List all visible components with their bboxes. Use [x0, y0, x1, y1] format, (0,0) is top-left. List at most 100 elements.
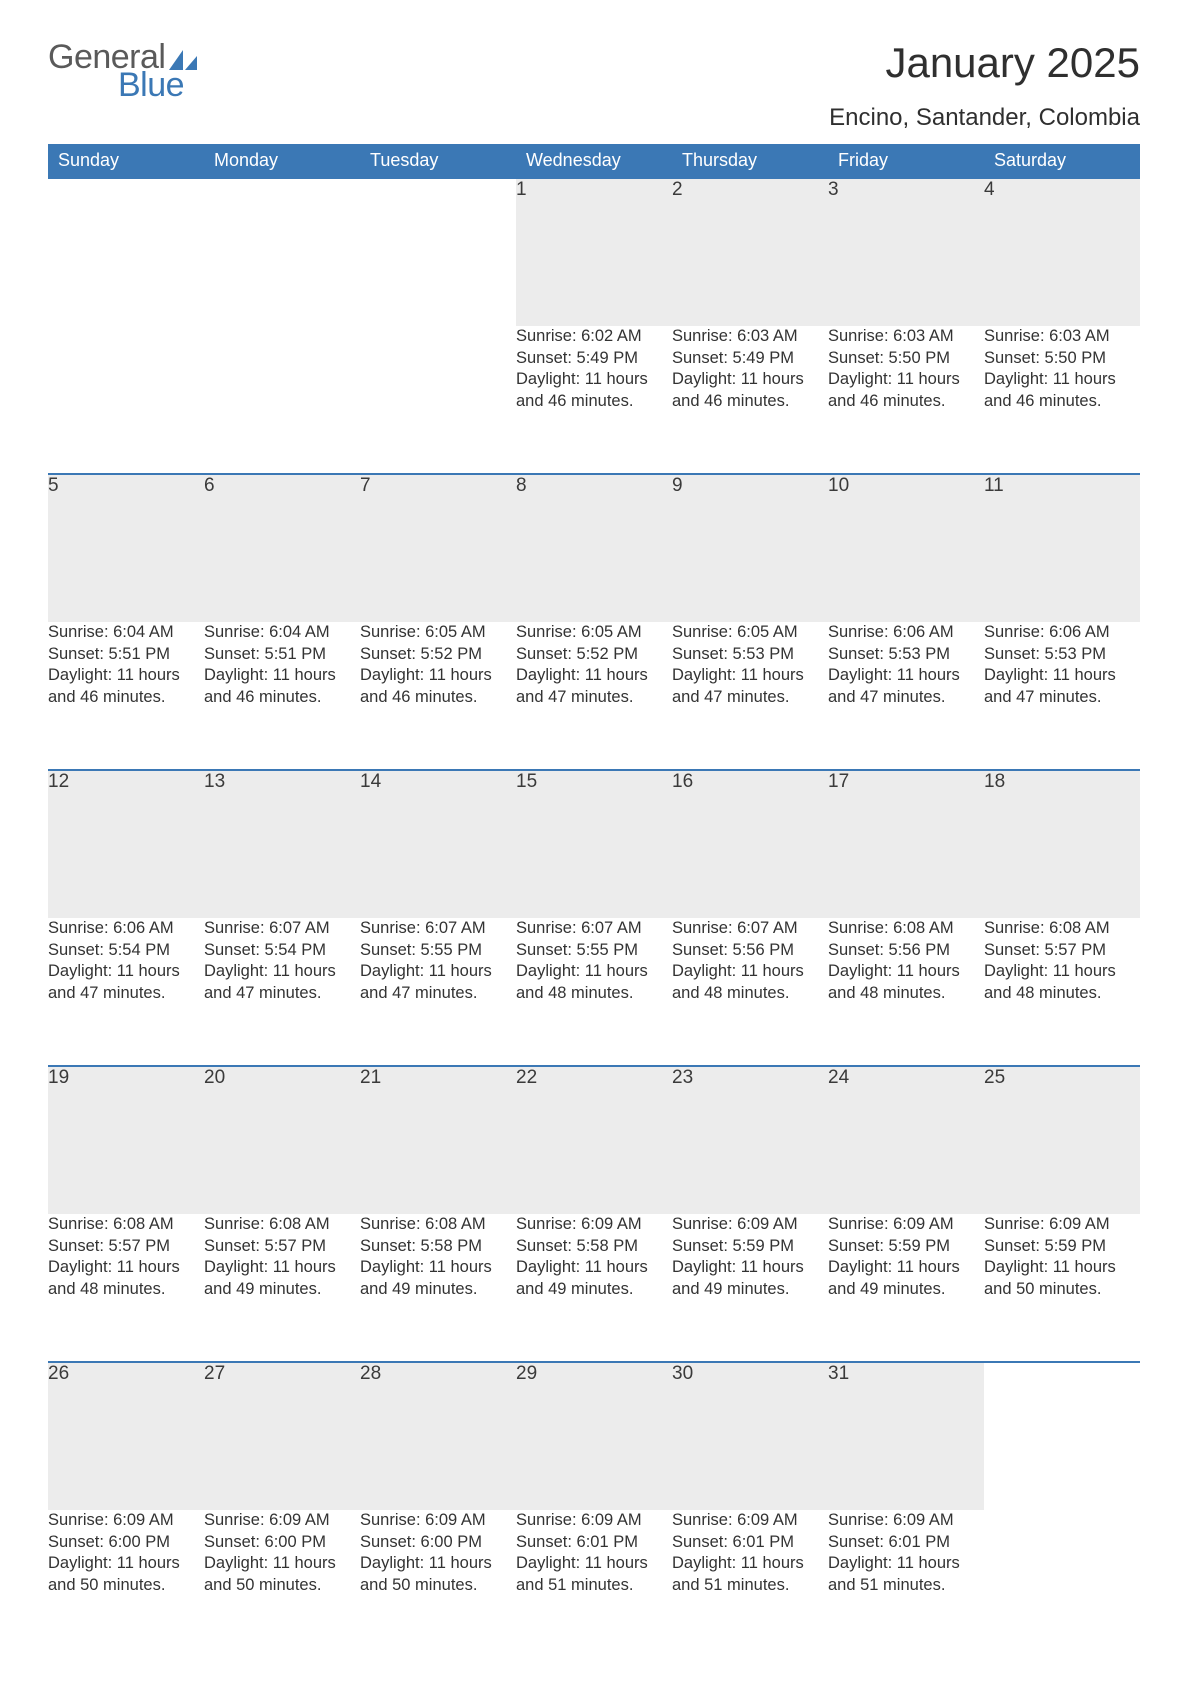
daylight-line: Daylight: 11 hours and 46 minutes. — [204, 665, 360, 708]
daylight-line: Daylight: 11 hours and 47 minutes. — [828, 665, 984, 708]
sunrise-line: Sunrise: 6:08 AM — [48, 1214, 204, 1235]
day-number: 26 — [48, 1362, 204, 1510]
sunset-line: Sunset: 5:59 PM — [984, 1236, 1140, 1257]
sunrise-line: Sunrise: 6:07 AM — [516, 918, 672, 939]
sunset-line: Sunset: 5:58 PM — [516, 1236, 672, 1257]
logo-sail-icon — [169, 50, 197, 70]
day-cell: Sunrise: 6:09 AMSunset: 6:01 PMDaylight:… — [828, 1510, 984, 1658]
daylight-line: Daylight: 11 hours and 48 minutes. — [672, 961, 828, 1004]
day-number: 22 — [516, 1066, 672, 1214]
daylight-line: Daylight: 11 hours and 46 minutes. — [672, 369, 828, 412]
day-number-row: 19202122232425 — [48, 1066, 1140, 1214]
day-cell: Sunrise: 6:03 AMSunset: 5:50 PMDaylight:… — [984, 326, 1140, 474]
sunset-line: Sunset: 5:50 PM — [828, 348, 984, 369]
sunset-line: Sunset: 6:00 PM — [360, 1532, 516, 1553]
daylight-line: Daylight: 11 hours and 46 minutes. — [984, 369, 1140, 412]
empty-cell — [984, 1510, 1140, 1658]
weekday-header: Saturday — [984, 144, 1140, 178]
sunrise-line: Sunrise: 6:07 AM — [204, 918, 360, 939]
day-cell: Sunrise: 6:09 AMSunset: 5:59 PMDaylight:… — [672, 1214, 828, 1362]
day-number: 4 — [984, 178, 1140, 326]
sunrise-line: Sunrise: 6:05 AM — [516, 622, 672, 643]
day-cell: Sunrise: 6:08 AMSunset: 5:57 PMDaylight:… — [984, 918, 1140, 1066]
day-number-row: 12131415161718 — [48, 770, 1140, 918]
day-number: 7 — [360, 474, 516, 622]
empty-cell — [984, 1362, 1140, 1510]
sunrise-line: Sunrise: 6:09 AM — [204, 1510, 360, 1531]
day-number: 2 — [672, 178, 828, 326]
day-number: 1 — [516, 178, 672, 326]
sunset-line: Sunset: 5:52 PM — [360, 644, 516, 665]
sunrise-line: Sunrise: 6:07 AM — [672, 918, 828, 939]
day-number-row: 262728293031 — [48, 1362, 1140, 1510]
day-number-row: 567891011 — [48, 474, 1140, 622]
sunrise-line: Sunrise: 6:08 AM — [204, 1214, 360, 1235]
daylight-line: Daylight: 11 hours and 50 minutes. — [204, 1553, 360, 1596]
daylight-line: Daylight: 11 hours and 51 minutes. — [516, 1553, 672, 1596]
weekday-header: Monday — [204, 144, 360, 178]
title-block: January 2025 Encino, Santander, Colombia — [829, 40, 1140, 132]
daylight-line: Daylight: 11 hours and 46 minutes. — [48, 665, 204, 708]
daylight-line: Daylight: 11 hours and 47 minutes. — [672, 665, 828, 708]
day-cell: Sunrise: 6:08 AMSunset: 5:56 PMDaylight:… — [828, 918, 984, 1066]
day-cell: Sunrise: 6:03 AMSunset: 5:49 PMDaylight:… — [672, 326, 828, 474]
day-body-row: Sunrise: 6:08 AMSunset: 5:57 PMDaylight:… — [48, 1214, 1140, 1362]
daylight-line: Daylight: 11 hours and 50 minutes. — [360, 1553, 516, 1596]
sunset-line: Sunset: 6:00 PM — [48, 1532, 204, 1553]
day-cell: Sunrise: 6:09 AMSunset: 6:01 PMDaylight:… — [672, 1510, 828, 1658]
day-cell: Sunrise: 6:05 AMSunset: 5:52 PMDaylight:… — [516, 622, 672, 770]
weekday-header: Sunday — [48, 144, 204, 178]
sunset-line: Sunset: 5:55 PM — [360, 940, 516, 961]
day-number: 27 — [204, 1362, 360, 1510]
empty-cell — [204, 178, 360, 326]
day-number: 13 — [204, 770, 360, 918]
daylight-line: Daylight: 11 hours and 47 minutes. — [516, 665, 672, 708]
day-number: 21 — [360, 1066, 516, 1214]
daylight-line: Daylight: 11 hours and 50 minutes. — [984, 1257, 1140, 1300]
sunrise-line: Sunrise: 6:09 AM — [672, 1214, 828, 1235]
sunset-line: Sunset: 5:53 PM — [828, 644, 984, 665]
daylight-line: Daylight: 11 hours and 49 minutes. — [516, 1257, 672, 1300]
calendar-table: SundayMondayTuesdayWednesdayThursdayFrid… — [48, 144, 1140, 1658]
day-number: 10 — [828, 474, 984, 622]
day-number: 12 — [48, 770, 204, 918]
calendar-page: General Blue January 2025 Encino, Santan… — [0, 0, 1188, 1698]
day-number: 17 — [828, 770, 984, 918]
sunset-line: Sunset: 5:49 PM — [516, 348, 672, 369]
day-number: 15 — [516, 770, 672, 918]
sunrise-line: Sunrise: 6:09 AM — [516, 1214, 672, 1235]
sunset-line: Sunset: 6:00 PM — [204, 1532, 360, 1553]
day-number: 8 — [516, 474, 672, 622]
weekday-header: Tuesday — [360, 144, 516, 178]
daylight-line: Daylight: 11 hours and 48 minutes. — [828, 961, 984, 1004]
location-subtitle: Encino, Santander, Colombia — [829, 104, 1140, 132]
day-cell: Sunrise: 6:09 AMSunset: 6:00 PMDaylight:… — [360, 1510, 516, 1658]
sunrise-line: Sunrise: 6:02 AM — [516, 326, 672, 347]
daylight-line: Daylight: 11 hours and 48 minutes. — [48, 1257, 204, 1300]
empty-cell — [360, 326, 516, 474]
sunrise-line: Sunrise: 6:03 AM — [828, 326, 984, 347]
sunrise-line: Sunrise: 6:09 AM — [672, 1510, 828, 1531]
day-number: 29 — [516, 1362, 672, 1510]
day-cell: Sunrise: 6:07 AMSunset: 5:55 PMDaylight:… — [516, 918, 672, 1066]
sunset-line: Sunset: 6:01 PM — [828, 1532, 984, 1553]
day-cell: Sunrise: 6:07 AMSunset: 5:56 PMDaylight:… — [672, 918, 828, 1066]
day-cell: Sunrise: 6:06 AMSunset: 5:54 PMDaylight:… — [48, 918, 204, 1066]
sunset-line: Sunset: 5:54 PM — [204, 940, 360, 961]
daylight-line: Daylight: 11 hours and 49 minutes. — [828, 1257, 984, 1300]
sunset-line: Sunset: 5:56 PM — [828, 940, 984, 961]
sunset-line: Sunset: 5:53 PM — [672, 644, 828, 665]
day-number: 14 — [360, 770, 516, 918]
sunrise-line: Sunrise: 6:04 AM — [204, 622, 360, 643]
sunrise-line: Sunrise: 6:08 AM — [828, 918, 984, 939]
daylight-line: Daylight: 11 hours and 47 minutes. — [360, 961, 516, 1004]
day-number: 28 — [360, 1362, 516, 1510]
day-number: 19 — [48, 1066, 204, 1214]
day-cell: Sunrise: 6:08 AMSunset: 5:57 PMDaylight:… — [48, 1214, 204, 1362]
day-number: 20 — [204, 1066, 360, 1214]
day-cell: Sunrise: 6:09 AMSunset: 6:00 PMDaylight:… — [48, 1510, 204, 1658]
weekday-header-row: SundayMondayTuesdayWednesdayThursdayFrid… — [48, 144, 1140, 178]
day-cell: Sunrise: 6:04 AMSunset: 5:51 PMDaylight:… — [48, 622, 204, 770]
daylight-line: Daylight: 11 hours and 47 minutes. — [48, 961, 204, 1004]
day-cell: Sunrise: 6:02 AMSunset: 5:49 PMDaylight:… — [516, 326, 672, 474]
